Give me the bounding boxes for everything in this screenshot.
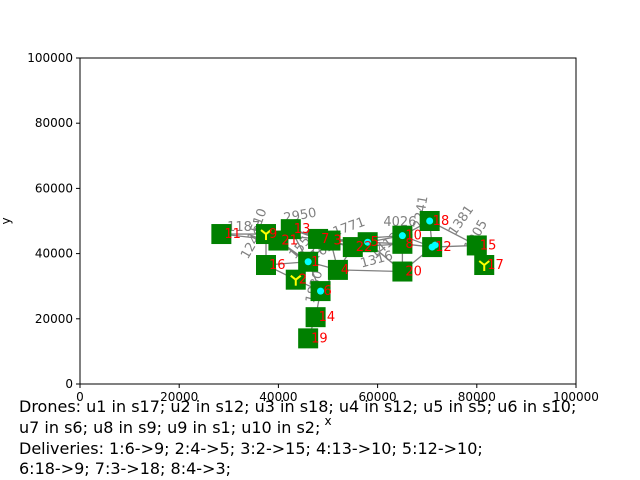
- x-tick-label: 40000: [259, 390, 297, 404]
- y-tick-label: 40000: [35, 247, 73, 261]
- station-label-21: 21: [281, 234, 298, 249]
- y-tick-label: 100000: [27, 51, 73, 65]
- edge-20-4: [337, 269, 403, 273]
- y-tick-label: 80000: [35, 116, 73, 130]
- station-label-8: 8: [405, 237, 413, 252]
- station-label-20: 20: [405, 265, 422, 280]
- station-marker-16: [256, 255, 276, 276]
- station-label-3: 3: [333, 234, 341, 249]
- drone-u8: [260, 229, 272, 241]
- drones-layer: [260, 217, 490, 295]
- drone-u5: [364, 238, 372, 246]
- drone-u1-arm: [483, 260, 490, 266]
- station-label-7: 7: [321, 232, 329, 247]
- station-label-4: 4: [341, 263, 349, 278]
- drone-u1: [478, 260, 490, 272]
- y-tick-label: 60000: [35, 181, 73, 195]
- drones-caption-line-2: u7 in s6; u8 in s9; u9 in s1; u10 in s2;: [19, 418, 321, 437]
- drones-caption-line-1: Drones: u1 in s17; u2 in s12; u3 in s18;…: [19, 397, 577, 416]
- station-label-2: 2: [299, 273, 307, 288]
- x-tick-label: 0: [76, 390, 84, 404]
- station-marker-11: [211, 224, 232, 245]
- x-tick-label: 60000: [359, 390, 397, 404]
- drone-u8-arm: [265, 229, 272, 235]
- station-label-11: 11: [224, 227, 241, 242]
- station-label-9: 9: [269, 227, 277, 242]
- station-label-6: 6: [324, 284, 332, 299]
- station-label-15: 15: [480, 238, 497, 253]
- station-marker-4: [327, 259, 348, 280]
- station-label-19: 19: [311, 331, 328, 346]
- station-marker-19: [298, 328, 319, 349]
- deliveries-caption-line-1: Deliveries: 1:6->9; 2:4->5; 3:2->15; 4:1…: [19, 439, 483, 458]
- y-axis-label: y: [0, 217, 13, 224]
- plot-area-frame: [79, 57, 577, 385]
- drone-u10: [290, 274, 302, 286]
- station-marker-15: [466, 235, 487, 256]
- station-label-12: 12: [435, 240, 452, 255]
- drone-u8-arm: [260, 229, 267, 235]
- station-marker-22: [342, 237, 363, 258]
- station-label-10: 10: [405, 229, 422, 244]
- station-marker-7: [308, 228, 329, 249]
- station-label-13: 13: [294, 222, 311, 237]
- station-label-16: 16: [269, 258, 286, 273]
- edge-weight-label: 1187: [227, 220, 260, 235]
- drone-u10-arm: [295, 274, 302, 281]
- station-label-17: 17: [487, 258, 504, 273]
- drone-u10-arm: [290, 274, 297, 281]
- drone-u7: [317, 287, 325, 295]
- stations-layer: [211, 211, 495, 349]
- x-tick-label: 80000: [458, 390, 496, 404]
- station-label-14: 14: [319, 310, 336, 325]
- drone-u3: [426, 217, 434, 225]
- station-label-5: 5: [371, 235, 379, 250]
- station-label-1: 1: [311, 255, 319, 270]
- x-tick-label: 100000: [553, 390, 599, 404]
- drone-u9: [304, 258, 312, 266]
- y-tick-label: 0: [65, 377, 73, 391]
- y-axis-ticks: 0 20000 40000 60000 80000 100000: [27, 51, 80, 391]
- deliveries-caption-line-2: 6:18->9; 7:3->18; 8:4->3;: [19, 459, 232, 478]
- station-marker-14: [305, 307, 326, 328]
- drone-u6: [398, 232, 406, 240]
- y-tick-label: 20000: [35, 312, 73, 326]
- station-marker-20: [392, 261, 413, 282]
- station-label-22: 22: [356, 240, 373, 255]
- station-label-18: 18: [433, 214, 450, 229]
- x-axis-label: x: [324, 414, 331, 428]
- x-axis-ticks: 0 20000 40000 60000 80000 100000: [76, 384, 599, 404]
- station-marker-21: [268, 230, 289, 251]
- x-tick-label: 20000: [160, 390, 198, 404]
- drone-u1-arm: [478, 260, 485, 266]
- drone-u4: [431, 241, 439, 249]
